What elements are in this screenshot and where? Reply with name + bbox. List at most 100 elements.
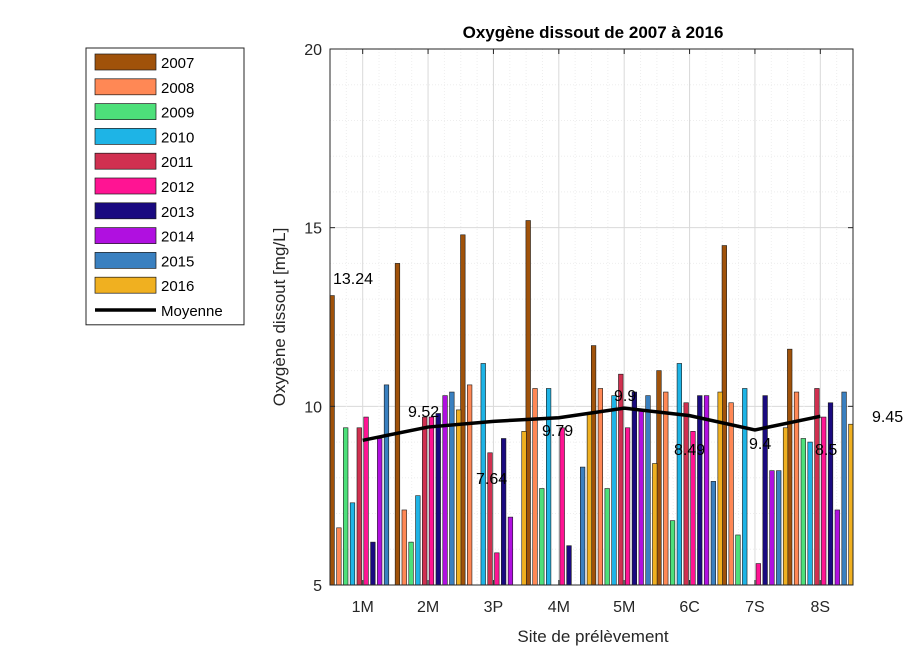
- chart-title: Oxygène dissout de 2007 à 2016: [463, 23, 724, 42]
- bar-2014-1M: [377, 438, 383, 586]
- bar-2012-1M: [363, 416, 369, 586]
- legend-swatch-2007: [94, 53, 157, 71]
- bar-2015-8S: [841, 391, 847, 586]
- legend-label-2015: 2015: [161, 253, 194, 270]
- legend-label-mean: Moyenne: [161, 303, 223, 320]
- bar-2008-7S: [728, 402, 734, 586]
- bar-2008-1M: [336, 527, 342, 586]
- annotations: 13.24 9.52 7.64 9.79 9.9 8.49 9.4 8.5 9.45: [333, 271, 903, 488]
- bar-2012-7S: [755, 563, 761, 586]
- y-tick-label: 20: [304, 42, 322, 59]
- data-label: 9.52: [408, 404, 439, 421]
- legend-swatch-2011: [94, 152, 157, 170]
- x-tick-label: 8S: [811, 599, 831, 616]
- bar-2009-2M: [408, 541, 414, 586]
- bar-2016-5M: [652, 463, 658, 586]
- legend-swatch-2010: [94, 128, 157, 145]
- legend-label-2016: 2016: [161, 278, 194, 295]
- legend-swatch-2009: [94, 103, 157, 120]
- bar-2008-5M: [597, 388, 603, 586]
- bar-2008-3P: [467, 384, 473, 586]
- bar-2015-7S: [776, 470, 782, 586]
- x-tick-label: 4M: [548, 599, 570, 616]
- bar-2014-8S: [834, 509, 840, 586]
- bar-2010-1M: [349, 502, 356, 586]
- legend-label-2012: 2012: [161, 179, 194, 196]
- bar-2015-2M: [449, 391, 455, 586]
- bar-2016-2M: [456, 409, 462, 586]
- data-label: 8.49: [674, 442, 705, 459]
- data-label: 9.9: [614, 388, 636, 405]
- bar-2012-3P: [494, 552, 500, 586]
- bar-2013-8S: [827, 402, 834, 586]
- legend-label-2011: 2011: [161, 154, 193, 171]
- mean-line: [362, 406, 821, 442]
- legend-label-2013: 2013: [161, 204, 194, 221]
- x-tick-label: 5M: [613, 599, 635, 616]
- grid: [329, 48, 854, 586]
- legend-swatch-2013: [94, 202, 157, 220]
- x-tick-label: 2M: [417, 599, 439, 616]
- x-tick-label: 6C: [679, 599, 699, 616]
- legend-swatch-2016: [94, 276, 157, 294]
- bar-2010-7S: [742, 388, 748, 586]
- legend-label-2008: 2008: [161, 80, 194, 97]
- bars: [329, 220, 854, 586]
- bar-2009-4M: [539, 488, 545, 586]
- bar-2015-1M: [383, 384, 390, 586]
- bar-2009-1M: [343, 427, 349, 586]
- data-label: 8.5: [815, 442, 837, 459]
- plot-frame: [329, 48, 854, 586]
- bar-2010-6C: [676, 363, 682, 586]
- bar-2014-6C: [703, 395, 710, 586]
- bar-2013-6C: [697, 395, 703, 586]
- legend-swatch-2012: [94, 177, 157, 195]
- x-axis-label: Site de prélèvement: [517, 627, 668, 646]
- bar-2014-7S: [769, 470, 775, 586]
- x-tick-label: 7S: [745, 599, 765, 616]
- data-label: 9.45: [872, 409, 903, 426]
- legend: 2007 2008 2009 2010 2011 2012 2013 2014 2015 2016…: [85, 47, 245, 326]
- x-ticks: 1M 2M 3P 4M 5M 6C 7S 8S: [352, 49, 831, 616]
- bar-2013-3P: [501, 438, 507, 586]
- legend-label-2010: 2010: [161, 129, 194, 146]
- x-tick-label: 3P: [484, 599, 504, 616]
- bar-2016-3P: [521, 431, 527, 586]
- bar-2007-2M: [394, 263, 401, 586]
- bar-2013-4M: [566, 545, 572, 586]
- bar-2012-4M: [559, 427, 565, 586]
- bar-2016-4M: [586, 413, 593, 586]
- y-tick-label: 15: [304, 221, 322, 238]
- legend-swatch-2014: [94, 227, 157, 244]
- y-axis-label: Oxygène dissout [mg/L]: [270, 228, 289, 407]
- bar-2010-2M: [415, 495, 421, 586]
- legend-label-2009: 2009: [161, 105, 194, 122]
- bar-2014-5M: [638, 409, 644, 586]
- data-label: 9.79: [542, 423, 573, 440]
- bar-2013-2M: [435, 413, 441, 586]
- bar-2009-6C: [669, 520, 676, 586]
- bar-2016-7S: [782, 427, 789, 586]
- bar-2013-1M: [370, 541, 376, 586]
- bar-2011-2M: [422, 416, 428, 586]
- bar-2014-3P: [507, 516, 514, 586]
- bar-2009-8S: [800, 438, 806, 586]
- bar-2012-2M: [428, 416, 435, 586]
- bar-2015-4M: [580, 466, 586, 586]
- y-tick-label: 5: [313, 578, 322, 595]
- y-tick-label: 10: [304, 399, 322, 416]
- x-tick-label: 1M: [352, 599, 374, 616]
- bar-2013-5M: [631, 391, 637, 586]
- bar-2015-6C: [710, 481, 716, 586]
- bar-2008-6C: [663, 391, 669, 586]
- bar-2015-5M: [645, 395, 651, 586]
- bar-2013-7S: [762, 395, 768, 586]
- bar-2012-5M: [624, 427, 631, 586]
- bar-2010-8S: [807, 441, 813, 586]
- legend-label-2007: 2007: [161, 55, 194, 72]
- bar-2011-6C: [683, 402, 689, 586]
- legend-swatch-2008: [94, 78, 157, 96]
- bar-2010-5M: [611, 395, 617, 586]
- bar-2011-1M: [356, 427, 362, 586]
